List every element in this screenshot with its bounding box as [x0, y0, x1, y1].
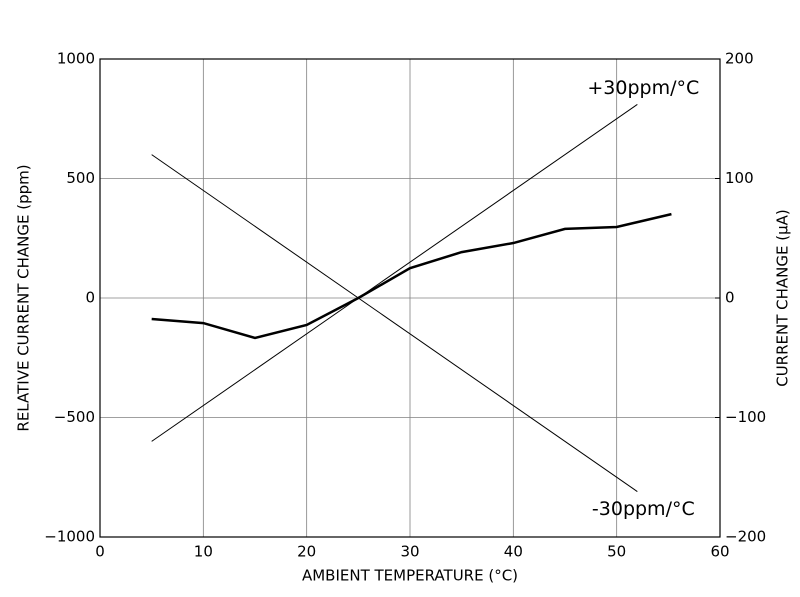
x-tick-label: 0	[95, 543, 105, 561]
x-tick-label: 50	[607, 543, 626, 561]
x-tick-label: 60	[710, 543, 729, 561]
series-annotation: -30ppm/°C	[592, 498, 695, 520]
y-tick-label: 500	[66, 169, 95, 187]
y2-tick-label: −100	[725, 408, 766, 426]
x-tick-label: 10	[194, 543, 213, 561]
y-tick-label: −500	[54, 408, 95, 426]
y2-tick-label: 100	[725, 169, 754, 187]
x-tick-label: 40	[504, 543, 523, 561]
line-series	[151, 154, 638, 493]
x-axis-label: AMBIENT TEMPERATURE (°C)	[302, 567, 518, 585]
plot-frame	[99, 58, 721, 538]
y2-tick-label: 0	[725, 289, 735, 307]
y-axis-label: RELATIVE CURRENT CHANGE (ppm)	[15, 164, 33, 431]
y-tick-label: 0	[85, 289, 95, 307]
y2-axis-label: CURRENT CHANGE (µA)	[774, 209, 792, 387]
y-tick-label: 1000	[57, 50, 95, 68]
x-tick-label: 20	[297, 543, 316, 561]
line-series	[151, 103, 638, 442]
y2-tick-label: 200	[725, 50, 754, 68]
y-tick-label: −1000	[44, 528, 95, 546]
y2-tick-label: −200	[725, 528, 766, 546]
line-series	[151, 212, 672, 340]
series-annotation: +30ppm/°C	[587, 77, 699, 99]
x-tick-label: 30	[400, 543, 419, 561]
